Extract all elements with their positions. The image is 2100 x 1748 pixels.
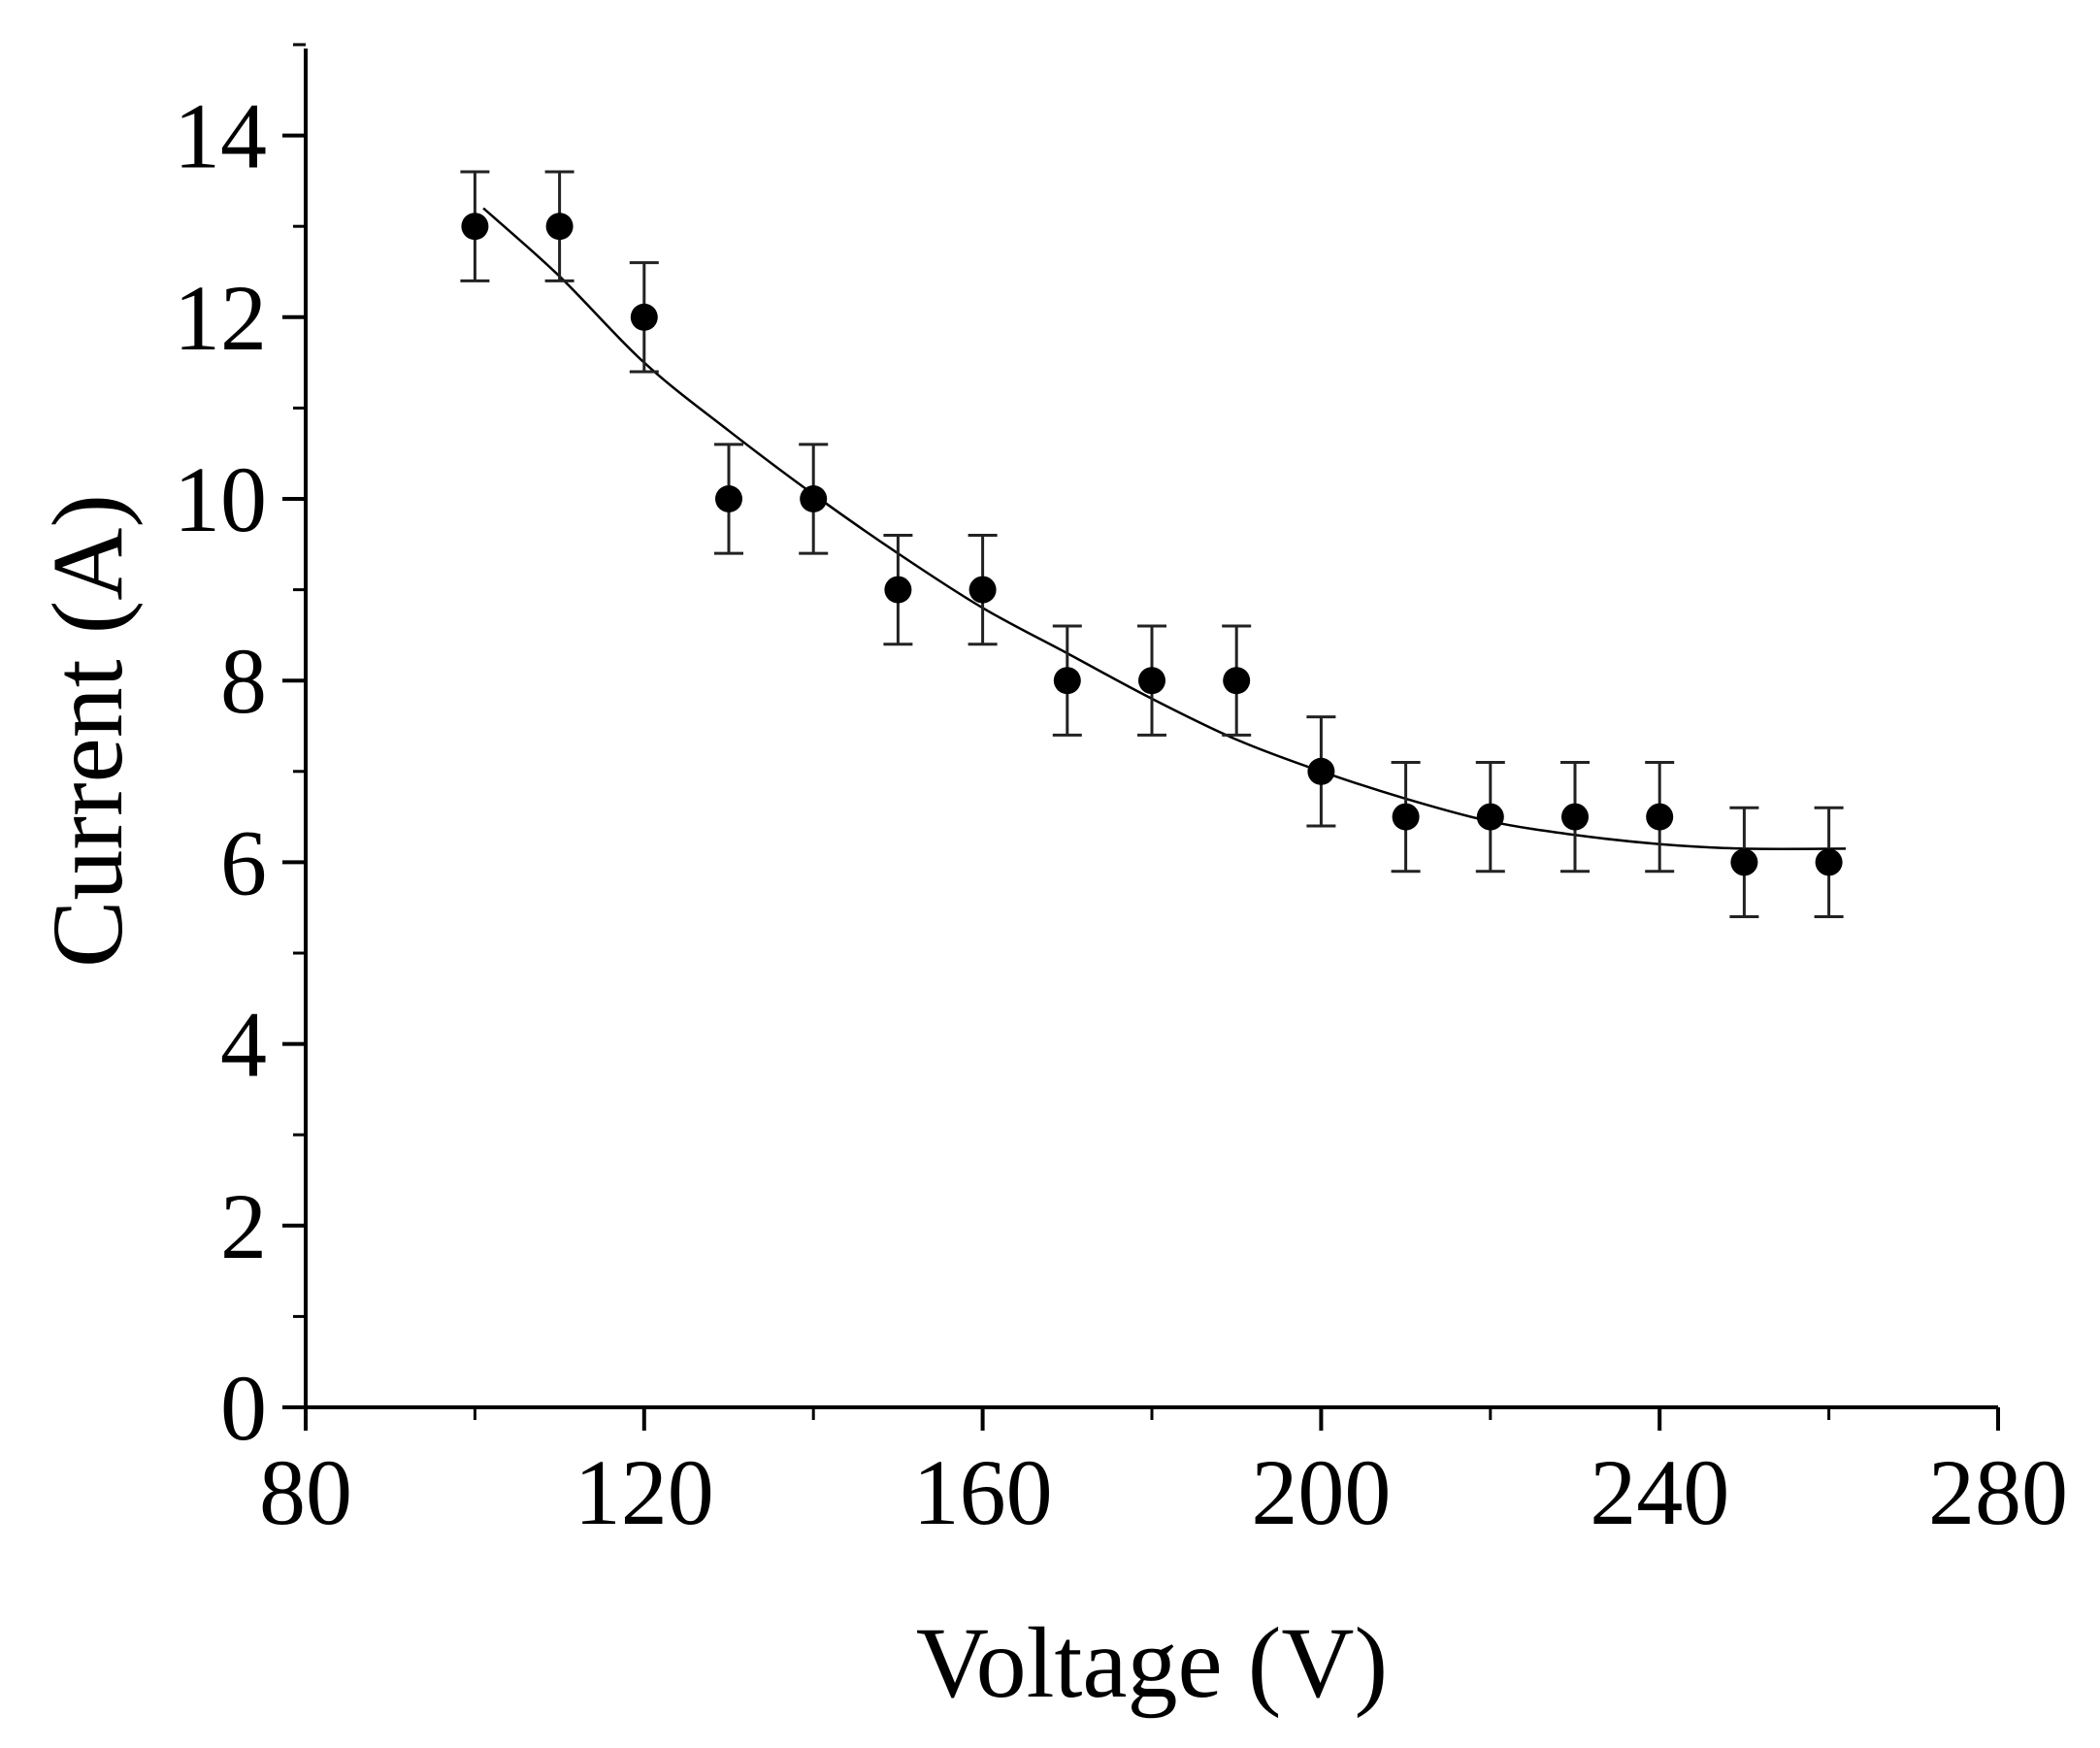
y-tick-label: 2 bbox=[220, 1174, 267, 1278]
y-axis-title: Current (A) bbox=[32, 494, 144, 968]
data-point bbox=[630, 303, 658, 331]
data-point bbox=[1138, 667, 1165, 695]
x-tick-label: 120 bbox=[574, 1440, 714, 1544]
y-tick-label: 12 bbox=[174, 266, 267, 370]
tick-labels: 80 120 160 200 240 280 0 2 4 6 8 10 12 14 bbox=[174, 84, 2068, 1544]
fit-curve-group bbox=[482, 207, 1847, 850]
x-tick-label: 80 bbox=[259, 1440, 352, 1544]
ticks bbox=[282, 43, 2000, 1431]
fit-curve-line bbox=[482, 207, 1847, 850]
data-points bbox=[461, 213, 1843, 876]
data-point bbox=[968, 576, 997, 604]
data-point bbox=[1646, 803, 1674, 831]
y-tick-label: 8 bbox=[220, 629, 267, 733]
data-point bbox=[461, 213, 489, 241]
data-point bbox=[800, 485, 828, 512]
x-tick-label: 280 bbox=[1928, 1440, 2068, 1544]
x-tick-label: 200 bbox=[1251, 1440, 1391, 1544]
data-point bbox=[1561, 803, 1589, 831]
x-tick-label: 240 bbox=[1590, 1440, 1729, 1544]
data-point bbox=[1730, 848, 1758, 876]
y-tick-label: 10 bbox=[174, 447, 267, 551]
data-point bbox=[884, 576, 912, 604]
data-point bbox=[1307, 757, 1335, 785]
x-axis-title: Voltage (V) bbox=[916, 1607, 1388, 1719]
data-point bbox=[1223, 667, 1251, 695]
data-point bbox=[545, 213, 574, 241]
data-point bbox=[1392, 803, 1420, 831]
data-point bbox=[1476, 803, 1504, 831]
data-point bbox=[1815, 848, 1843, 876]
y-tick-label: 14 bbox=[174, 84, 267, 188]
data-point bbox=[715, 485, 742, 512]
error-bars bbox=[460, 170, 1844, 919]
y-tick-label: 6 bbox=[220, 810, 267, 914]
y-tick-label: 0 bbox=[220, 1356, 267, 1460]
x-tick-label: 160 bbox=[913, 1440, 1053, 1544]
y-tick-label: 4 bbox=[220, 993, 267, 1097]
data-point bbox=[1053, 667, 1081, 695]
